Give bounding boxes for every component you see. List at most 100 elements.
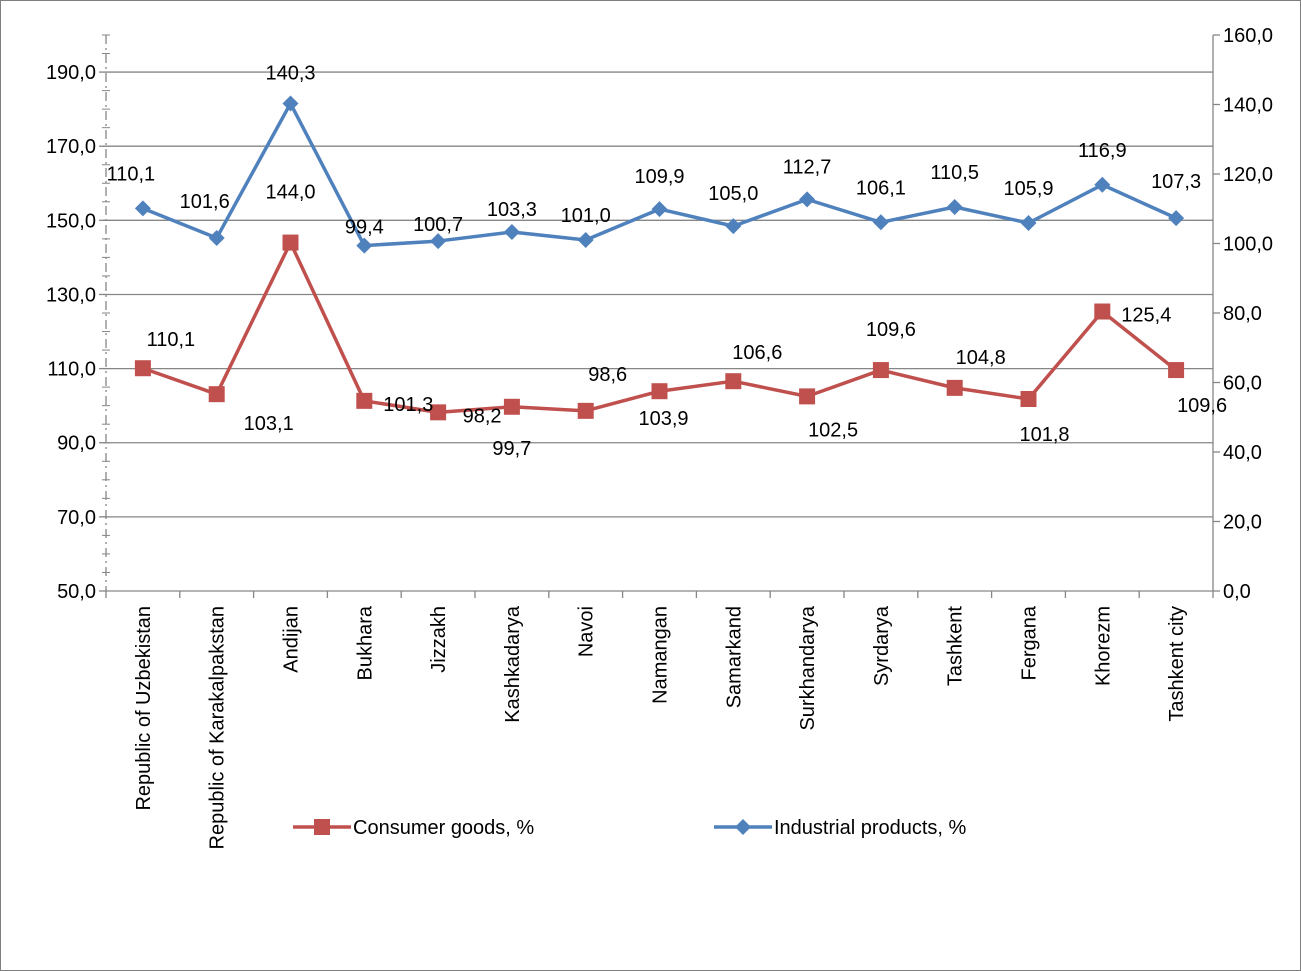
consumer-goods-legend-label: Consumer goods, % (353, 817, 534, 839)
category-label: Navoi (576, 606, 598, 657)
consumer-goods-data-label: 103,9 (638, 408, 688, 430)
consumer-goods-point (134, 360, 151, 377)
consumer-goods-data-label: 101,3 (383, 394, 433, 416)
industrial-products-data-label: 105,0 (708, 183, 758, 205)
category-label: Samarkand (723, 606, 745, 708)
consumer-goods-data-label: 99,7 (492, 438, 531, 460)
right-tick-label: 140,0 (1223, 95, 1273, 117)
consumer-goods-data-label: 103,1 (244, 413, 294, 435)
industrial-products-data-label: 101,0 (561, 205, 611, 227)
data-labels: 110,1 103,1 144,0 101,3 98,2 99,7 98,6 103,9 106… (107, 62, 1228, 459)
consumer-goods-data-label: 125,4 (1121, 305, 1171, 327)
consumer-goods-point (651, 383, 668, 400)
category-label: Fergana (1019, 605, 1041, 680)
consumer-goods-point (356, 392, 373, 409)
consumer-goods-data-label: 102,5 (808, 419, 858, 441)
consumer-goods-point (208, 386, 225, 403)
industrial-products-data-label: 100,7 (413, 214, 463, 236)
industrial-products-data-label: 109,9 (634, 166, 684, 188)
industrial-products-point (1168, 210, 1185, 227)
gridlines (106, 71, 1213, 518)
consumer-goods-data-label: 144,0 (265, 182, 315, 204)
axes (99, 34, 1220, 598)
left-tick-label: 50,0 (57, 581, 96, 603)
left-tick-label: 130,0 (46, 284, 96, 306)
industrial-products-data-label: 110,5 (930, 162, 979, 184)
consumer-goods-point (1168, 362, 1185, 379)
category-label: Republic of Uzbekistan (133, 606, 155, 811)
consumer-goods-point (430, 404, 447, 421)
category-label: Republic of Karakalpakstan (207, 606, 229, 849)
category-label: Kashkadarya (502, 605, 524, 723)
left-axis-ticks: 50,0 70,0 90,0 110,0 130,0 150,0 170,0 190,0 (46, 62, 96, 603)
right-tick-label: 160,0 (1223, 25, 1273, 47)
category-label: Tashkent city (1166, 606, 1188, 722)
consumer-goods-data-label: 104,8 (956, 347, 1006, 369)
category-label: Surkhandarya (797, 605, 819, 730)
consumer-goods-point (503, 398, 520, 415)
consumer-goods-point (725, 373, 742, 390)
right-tick-label: 60,0 (1223, 373, 1262, 395)
industrial-products-legend-marker (735, 819, 751, 835)
consumer-goods-data-label: 109,6 (866, 319, 916, 341)
category-label: Jizzakh (428, 606, 450, 673)
consumer-goods-point (1094, 303, 1111, 320)
consumer-goods-data-label: 109,6 (1177, 395, 1227, 417)
consumer-goods-point (577, 402, 594, 419)
category-labels: Republic of Uzbekistan Republic of Karaka… (133, 605, 1188, 849)
industrial-products-data-label: 110,1 (107, 163, 156, 185)
left-tick-label: 150,0 (46, 210, 96, 232)
industrial-products-point (430, 233, 447, 250)
industrial-products-point (577, 232, 594, 249)
consumer-goods-point (1020, 390, 1037, 407)
industrial-products-point (503, 224, 520, 241)
consumer-goods-point (799, 388, 816, 405)
consumer-goods-point (946, 379, 963, 396)
consumer-goods-legend-marker (314, 819, 330, 835)
industrial-products-point (356, 237, 373, 254)
industrial-products-data-label: 112,7 (783, 156, 832, 178)
category-label: Namangan (650, 606, 672, 704)
industrial-products-point (872, 214, 889, 231)
industrial-products-data-label: 105,9 (1003, 178, 1053, 200)
category-label: Andijan (281, 606, 303, 673)
industrial-products-data-label: 99,4 (345, 217, 384, 239)
industrial-products-data-label: 106,1 (856, 177, 906, 199)
consumer-goods-data-label: 101,8 (1019, 424, 1069, 446)
industrial-products-data-label: 140,3 (265, 62, 315, 84)
industrial-products-legend-label: Industrial products, % (774, 817, 967, 839)
consumer-goods-point (872, 362, 889, 379)
industrial-products-point (282, 95, 299, 112)
consumer-goods-data-label: 98,6 (588, 364, 627, 386)
right-tick-label: 120,0 (1223, 164, 1273, 186)
consumer-goods-data-label: 106,6 (732, 342, 782, 364)
right-tick-label: 100,0 (1223, 234, 1273, 256)
industrial-products-point (946, 199, 963, 216)
industrial-products-data-label: 107,3 (1151, 171, 1201, 193)
left-tick-label: 170,0 (46, 136, 96, 158)
consumer-goods-data-label: 110,1 (147, 329, 196, 351)
industrial-products-point (1094, 176, 1111, 193)
left-tick-label: 110,0 (47, 359, 96, 381)
consumer-goods-point (282, 234, 299, 251)
industrial-products-point (134, 200, 151, 217)
industrial-products-data-label: 116,9 (1078, 140, 1127, 162)
left-tick-label: 70,0 (57, 507, 96, 529)
industrial-products-point (799, 191, 816, 208)
industrial-products-data-label: 101,6 (180, 191, 230, 213)
industrial-products-data-label: 103,3 (487, 199, 537, 221)
industrial-products-point (208, 229, 225, 246)
right-tick-label: 40,0 (1223, 442, 1262, 464)
category-label: Tashkent (945, 606, 967, 686)
right-axis-ticks: 0,0 20,0 40,0 60,0 80,0 100,0 120,0 140,0 160,0 (1223, 25, 1273, 603)
series-lines (142, 101, 1178, 415)
category-label: Syrdarya (871, 605, 893, 686)
legend: Consumer goods, % Industrial products, % (293, 817, 967, 839)
industrial-products-point (1020, 214, 1037, 231)
right-tick-label: 20,0 (1223, 512, 1262, 534)
left-tick-label: 90,0 (57, 433, 96, 455)
series-markers (134, 95, 1185, 421)
consumer-goods-data-label: 98,2 (463, 405, 502, 427)
